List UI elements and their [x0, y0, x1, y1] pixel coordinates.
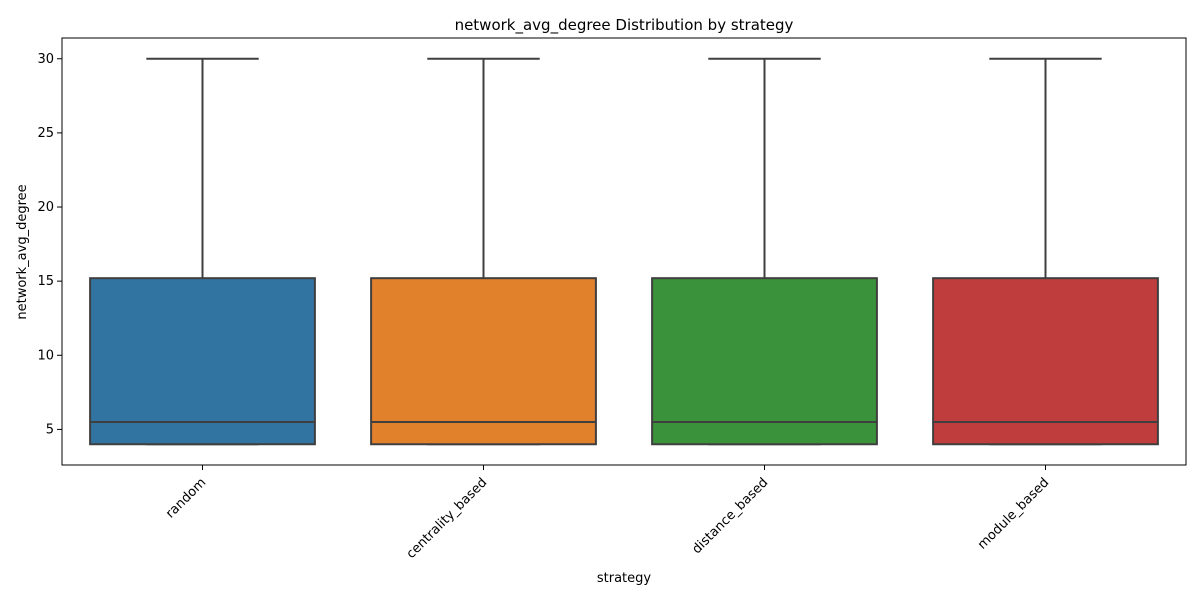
x-tick-label: distance_based — [689, 475, 771, 557]
x-axis-label: strategy — [597, 571, 652, 586]
y-tick-label: 5 — [46, 422, 54, 437]
y-tick-label: 10 — [37, 348, 54, 363]
iqr-box — [932, 277, 1159, 446]
plot-frame — [61, 37, 1187, 466]
x-tick-label: module_based — [975, 475, 1052, 552]
box-random — [89, 57, 316, 446]
iqr-box — [370, 277, 597, 446]
box-distance_based — [651, 57, 878, 446]
y-tick-label: 25 — [37, 126, 54, 141]
iqr-box — [89, 277, 316, 446]
y-axis-label: network_avg_degree — [15, 184, 30, 319]
x-tick-label: random — [163, 475, 209, 521]
x-axis: random centrality_based distance_based modu… — [163, 465, 1052, 562]
plot-area — [89, 57, 1159, 446]
x-tick-label: centrality_based — [404, 475, 491, 562]
chart-title: network_avg_degree Distribution by strat… — [455, 16, 794, 35]
y-axis: 5 10 15 20 25 30 — [37, 52, 62, 437]
box-centrality_based — [370, 57, 597, 446]
box-module_based — [932, 57, 1159, 446]
y-tick-label: 30 — [37, 52, 54, 67]
iqr-box — [651, 277, 878, 446]
y-tick-label: 20 — [37, 200, 54, 215]
y-tick-label: 15 — [37, 274, 54, 289]
